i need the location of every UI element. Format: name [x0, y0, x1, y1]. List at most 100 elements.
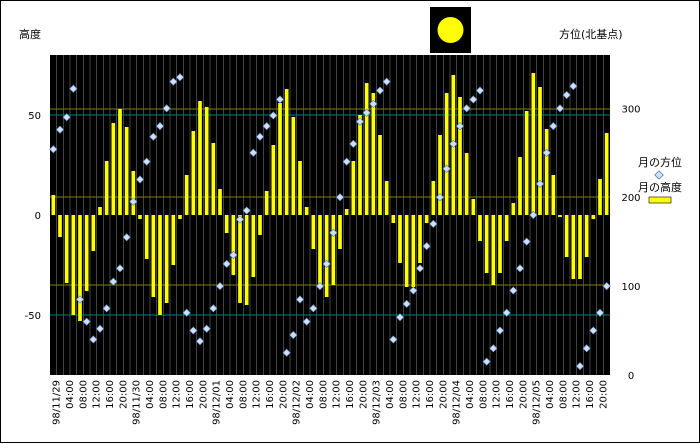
azimuth-point — [489, 344, 498, 353]
azimuth-point — [182, 308, 191, 317]
azimuth-point — [162, 104, 171, 113]
azimuth-point — [62, 113, 71, 122]
azimuth-point — [102, 304, 111, 313]
azimuth-point — [549, 122, 558, 131]
x-tick: 08:00 — [478, 380, 489, 409]
altitude-bar — [518, 157, 522, 215]
azimuth-point — [449, 139, 458, 148]
altitude-bar — [578, 215, 582, 279]
moon-icon-box — [430, 7, 471, 53]
altitude-bar — [218, 189, 222, 215]
azimuth-point — [155, 122, 165, 131]
altitude-bar — [58, 215, 62, 237]
altitude-bar — [51, 195, 56, 215]
azimuth-point — [602, 282, 611, 291]
altitude-bar — [244, 215, 249, 305]
azimuth-point — [315, 282, 325, 291]
y-right-ticks: 0 100 200 300 — [621, 104, 640, 382]
altitude-bar — [404, 215, 409, 287]
altitude-bar — [478, 215, 482, 241]
azimuth-point — [589, 326, 598, 335]
azimuth-point — [169, 77, 178, 86]
legend-marker-altitude — [648, 196, 672, 204]
x-tick: 98/12/04 — [452, 380, 463, 425]
x-ticks: 98/11/29 04:00 08:00 12:00 16:00 20:00 98/11/3… — [52, 380, 610, 425]
x-tick: 20:00 — [358, 380, 369, 409]
azimuth-point — [455, 122, 465, 131]
x-tick: 08:00 — [238, 380, 249, 409]
x-tick: 98/12/01 — [212, 380, 223, 425]
y-right-label: 方位(北基点) — [559, 27, 623, 41]
y-right-tick: 100 — [621, 282, 640, 293]
altitude-bar — [291, 117, 296, 215]
altitude-bar — [304, 207, 309, 215]
altitude-bar — [424, 215, 429, 223]
altitude-bar — [531, 73, 536, 215]
azimuth-point — [582, 344, 591, 353]
y-right-tick: 300 — [621, 104, 640, 115]
azimuth-point — [442, 164, 451, 173]
azimuth-point — [295, 295, 305, 304]
altitude-bar — [91, 215, 96, 251]
legend-label-altitude: 月の高度 — [638, 180, 682, 194]
x-tick: 08:00 — [398, 380, 409, 409]
altitude-bar — [351, 161, 356, 215]
altitude-bar — [184, 175, 189, 215]
x-tick: 04:00 — [465, 380, 476, 409]
azimuth-point — [115, 264, 125, 273]
azimuth-point — [149, 132, 158, 141]
altitude-bar — [391, 215, 396, 223]
altitude-bar — [178, 215, 182, 219]
azimuth-point — [349, 139, 358, 148]
azimuth-point — [275, 95, 285, 104]
azimuth-point — [215, 282, 225, 291]
azimuth-point — [422, 242, 431, 251]
altitude-bar — [511, 203, 516, 215]
altitude-bar — [411, 215, 416, 287]
altitude-bar — [124, 127, 129, 215]
altitude-bar — [118, 109, 122, 215]
azimuth-point — [355, 117, 365, 126]
altitude-bar — [384, 181, 389, 215]
x-tick: 08:00 — [318, 380, 329, 409]
azimuth-point — [469, 95, 478, 104]
azimuth-point — [249, 148, 258, 157]
azimuth-point — [462, 104, 471, 113]
altitude-bar — [504, 215, 509, 241]
altitude-bar — [344, 209, 349, 215]
azimuth-point — [89, 335, 98, 344]
altitude-bar — [538, 87, 542, 215]
x-tick: 12:00 — [332, 380, 343, 409]
x-tick: 12:00 — [92, 380, 103, 409]
azimuth-point — [529, 210, 538, 220]
altitude-bar — [64, 215, 69, 283]
azimuth-point — [55, 125, 65, 134]
azimuth-point — [382, 77, 391, 86]
horizontal-grid — [50, 108, 610, 316]
altitude-bar — [204, 107, 209, 215]
altitude-bar — [564, 215, 569, 257]
altitude-bar — [111, 123, 116, 215]
altitude-bar — [84, 215, 89, 291]
azimuth-point — [429, 219, 438, 228]
x-tick: 04:00 — [385, 380, 396, 409]
azimuth-point — [515, 264, 525, 273]
altitude-bar — [311, 215, 316, 249]
x-tick: 20:00 — [518, 380, 529, 409]
y-left-label: 高度 — [19, 27, 41, 41]
altitude-bar — [471, 199, 476, 215]
altitude-bar — [571, 215, 576, 279]
legend: 月の方位 月の高度 — [638, 155, 682, 204]
azimuth-point — [269, 111, 278, 120]
x-tick: 98/12/02 — [292, 380, 303, 425]
azimuth-point — [575, 362, 585, 371]
azimuth-point — [335, 193, 345, 202]
altitude-bar — [164, 215, 169, 303]
azimuth-point — [375, 86, 385, 95]
altitude-bar — [418, 215, 422, 263]
azimuth-point — [262, 122, 271, 131]
azimuth-point — [135, 175, 145, 184]
y-left-tick: -50 — [25, 311, 41, 322]
x-tick: 20:00 — [118, 380, 129, 409]
x-tick: 98/11/29 — [52, 380, 63, 425]
